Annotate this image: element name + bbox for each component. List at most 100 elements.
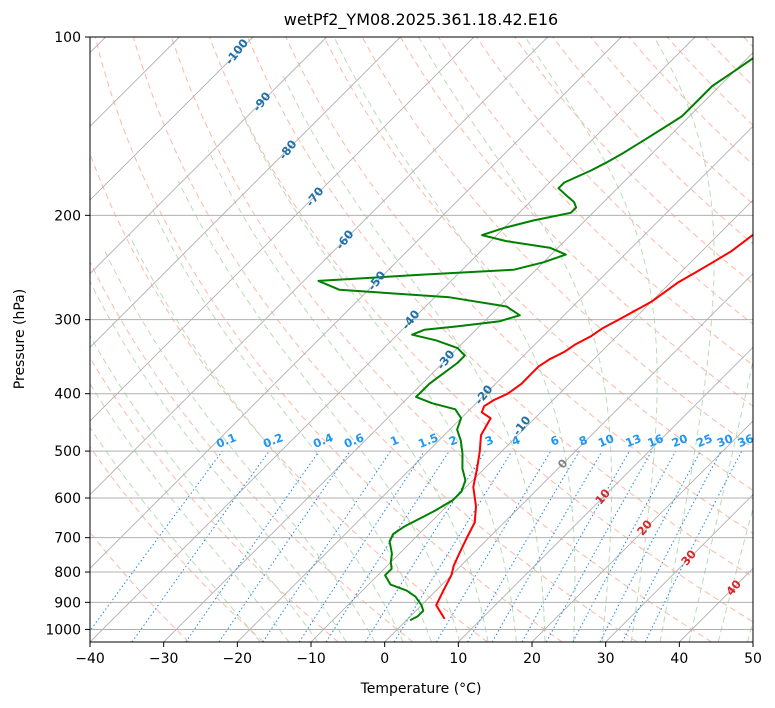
dry-adiabat <box>209 37 753 623</box>
mixing-ratio-line <box>393 450 513 642</box>
mixing-ratio-line <box>90 450 223 632</box>
x-tick-label: 20 <box>523 651 541 667</box>
x-tick-label: 10 <box>449 651 467 667</box>
y-tick-label: 900 <box>54 595 81 611</box>
mixing-ratio-label: 10 <box>596 431 616 450</box>
isotherm <box>310 199 753 642</box>
mixing-ratio-line <box>599 450 701 642</box>
dry-adiabat <box>90 260 414 642</box>
dry-adiabat <box>247 37 753 578</box>
isotherm <box>90 37 327 275</box>
mixing-ratio-line <box>262 450 392 642</box>
moist-adiabat <box>151 208 432 642</box>
mixing-ratio-label: 30 <box>715 431 735 450</box>
pressure-gridlines <box>90 36 753 630</box>
y-axis-ticks: 1000 900 800 700 600 500 400 300 200 100 <box>45 30 90 638</box>
mixing-ratio-label: 6 <box>548 433 561 449</box>
mixing-ratio-label: 13 <box>623 431 643 450</box>
dry-adiabat <box>90 531 190 642</box>
mixing-ratio-label: 3 <box>483 433 496 449</box>
isotherm <box>531 420 753 642</box>
mixing-ratio-line <box>491 450 603 642</box>
mixing-ratio-label: 0.2 <box>261 430 285 451</box>
y-tick-label: 800 <box>54 565 81 581</box>
moist-adiabat-label: 30 <box>678 547 699 568</box>
temperature-line <box>435 233 753 620</box>
y-tick-label: 700 <box>54 531 81 547</box>
isotherm <box>458 346 753 642</box>
isotherm <box>90 37 622 569</box>
background-lines <box>90 37 753 642</box>
dry-adiabat <box>90 356 339 642</box>
moist-adiabat <box>418 37 613 642</box>
dry-adiabat <box>514 37 753 285</box>
y-tick-label: 200 <box>54 208 81 224</box>
dry-adiabat <box>476 37 753 325</box>
isotherm <box>605 494 753 642</box>
dry-adiabat <box>323 37 753 491</box>
moist-adiabat-label: 10 <box>592 486 613 507</box>
mixing-ratio-line <box>218 450 351 642</box>
moist-adiabat <box>90 426 261 642</box>
dry-adiabat <box>743 37 753 48</box>
dry-adiabat <box>94 37 563 642</box>
mixing-ratio-line <box>435 450 552 642</box>
dry-adiabat <box>90 446 264 642</box>
moist-adiabat <box>717 506 753 642</box>
moist-adiabat <box>333 37 576 642</box>
moist-adiabat <box>653 37 715 642</box>
profiles <box>317 57 753 622</box>
x-tick-label: 0 <box>380 651 389 667</box>
mixing-ratio-label: 36 <box>736 431 756 450</box>
mixing-ratio-line <box>298 450 425 642</box>
dewpoint-line <box>317 57 753 622</box>
x-tick-label: −20 <box>223 651 253 667</box>
isotherm <box>237 125 753 642</box>
x-tick-label: −10 <box>296 651 326 667</box>
dry-adiabat <box>704 37 753 87</box>
y-tick-label: 1000 <box>45 622 81 638</box>
mixing-ratio-label: 8 <box>577 433 590 449</box>
mixing-ratio-label: 0.1 <box>214 430 238 451</box>
chart-title: wetPf2_YM08.2025.361.18.42.E16 <box>284 10 558 30</box>
y-tick-label: 500 <box>54 444 81 460</box>
dry-adiabat <box>437 37 753 366</box>
dry-adiabat <box>132 37 638 642</box>
mixing-ratio-line <box>521 450 630 642</box>
y-tick-label: 100 <box>54 30 81 46</box>
dry-adiabat <box>590 37 753 205</box>
mixing-ratio-line <box>467 450 580 642</box>
y-tick-label: 400 <box>54 387 81 403</box>
mixing-ratio-label: 0.6 <box>342 430 366 451</box>
isotherm <box>90 37 254 201</box>
mixing-ratio-line <box>545 450 653 642</box>
dry-adiabat-label: -40 <box>399 307 423 332</box>
mixing-ratio-label: 16 <box>645 431 665 450</box>
dry-adiabat <box>666 37 753 126</box>
x-tick-label: 40 <box>670 651 688 667</box>
moist-adiabat <box>241 113 517 642</box>
moist-adiabat <box>524 37 658 642</box>
isotherm <box>90 37 548 496</box>
moist-adiabat <box>90 280 347 642</box>
moist-adiabat <box>90 382 290 642</box>
dry-adiabat-label: -100 <box>222 36 251 67</box>
mixing-ratio-label: 25 <box>694 431 714 450</box>
plot-frame <box>89 36 754 643</box>
x-axis-label: Temperature (°C) <box>360 681 482 697</box>
x-tick-label: −40 <box>75 651 105 667</box>
x-tick-label: 30 <box>597 651 615 667</box>
y-tick-label: 300 <box>54 313 81 329</box>
dry-adiabat <box>399 37 753 407</box>
y-tick-label: 600 <box>54 491 81 507</box>
moist-adiabat-label: 20 <box>634 517 655 538</box>
dry-adiabat <box>171 37 712 642</box>
mixing-ratio-line <box>131 450 270 642</box>
x-tick-label: −30 <box>149 651 179 667</box>
moist-adiabat <box>104 251 376 642</box>
isotherm <box>90 37 475 422</box>
x-axis-ticks: −40 −30 −20 −10 0 10 20 30 40 50 <box>75 642 762 667</box>
mixing-ratio-line <box>572 450 677 642</box>
moist-adiabat <box>207 149 489 642</box>
